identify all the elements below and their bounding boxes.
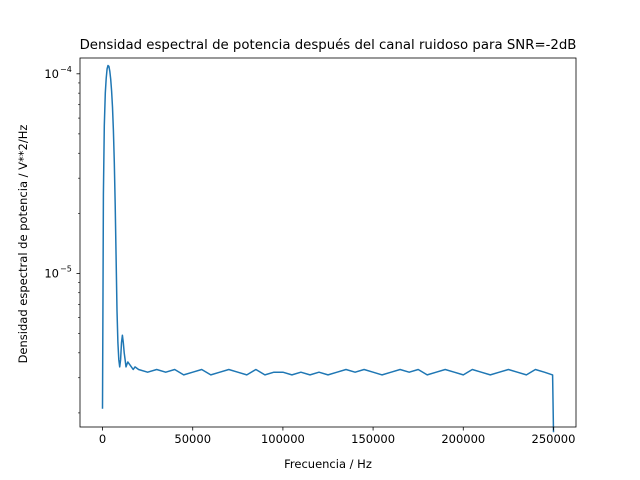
x-tick-label-1: 50000: [174, 432, 211, 446]
x-tick-label-5: 250000: [532, 432, 576, 446]
x-axis: 0 50000 100000 150000 200000 250000: [99, 427, 576, 446]
y-tick-label-1: 10: [44, 67, 59, 81]
chart-title: Densidad espectral de potencia después d…: [80, 37, 577, 53]
plot-area: [79, 57, 577, 433]
x-axis-label: Frecuencia / Hz: [284, 457, 372, 471]
x-tick-label-0: 0: [99, 432, 106, 446]
y-tick-label-0: 10: [44, 266, 59, 280]
series-line-0: [101, 64, 555, 433]
x-tick-label-3: 150000: [351, 432, 395, 446]
y-axis: 10−510−4: [44, 65, 80, 414]
x-tick-label-4: 200000: [441, 432, 485, 446]
y-tick-exponent-1: −4: [60, 65, 72, 74]
y-axis-label: Densidad espectral de potencia / V**2/Hz: [16, 125, 30, 364]
y-tick-exponent-0: −5: [60, 264, 72, 273]
plot-frame: [79, 57, 577, 428]
x-tick-label-2: 100000: [261, 432, 305, 446]
